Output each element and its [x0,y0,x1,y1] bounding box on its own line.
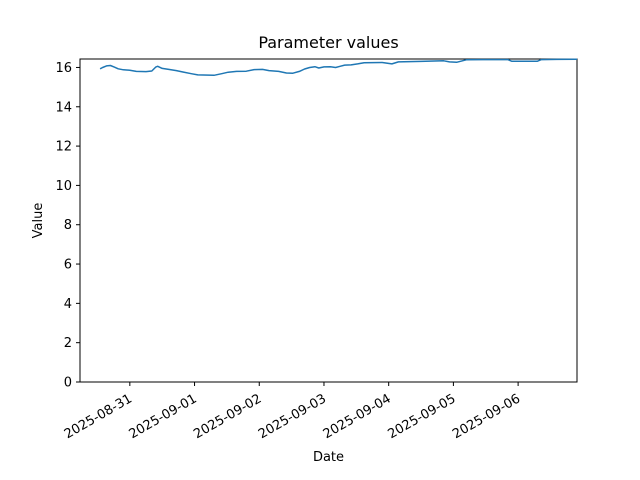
y-tick-label: 12 [55,140,72,155]
x-axis-label: Date [313,450,344,465]
y-tick-label: 4 [64,297,72,312]
x-tick-label: 2025-08-31 [62,391,135,442]
chart-title: Parameter values [258,33,398,52]
y-tick-label: 16 [55,61,72,76]
y-tick-label: 6 [64,258,72,273]
plot-layer: 02468101214162025-08-312025-09-012025-09… [55,58,578,442]
y-tick-label: 14 [55,100,72,115]
y-tick-label: 2 [64,336,72,351]
x-tick-label: 2025-09-04 [321,391,394,442]
data-line-parameter-value [99,58,578,77]
y-tick-label: 0 [64,376,72,391]
x-tick-label: 2025-09-03 [256,391,329,442]
x-tick-label: 2025-09-01 [127,391,200,442]
x-tick-label: 2025-09-06 [450,391,523,442]
x-tick-label: 2025-09-02 [191,391,264,442]
x-tick-label: 2025-09-05 [385,391,458,442]
plot-spines [79,58,578,383]
y-axis-label: Value [31,203,46,239]
y-tick-label: 8 [64,218,72,233]
y-tick-label: 10 [55,179,72,194]
